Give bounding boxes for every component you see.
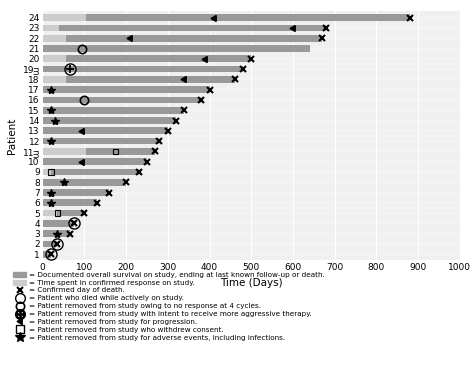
Bar <box>43 148 155 155</box>
Bar <box>43 107 184 114</box>
Bar <box>43 66 243 72</box>
Bar <box>43 128 168 134</box>
Bar <box>43 230 70 237</box>
Bar <box>43 35 322 42</box>
Bar <box>43 14 410 21</box>
Bar <box>43 220 74 227</box>
X-axis label: Time (Days): Time (Days) <box>220 278 283 288</box>
Bar <box>43 25 326 31</box>
Bar <box>43 189 109 196</box>
Bar <box>43 158 147 165</box>
Bar <box>43 210 84 216</box>
Bar <box>43 35 65 42</box>
Bar <box>43 56 251 62</box>
Bar <box>43 251 51 258</box>
Bar <box>43 97 201 103</box>
Bar <box>43 241 57 247</box>
Bar <box>43 76 235 83</box>
Bar <box>43 45 310 52</box>
Bar <box>43 86 210 93</box>
Bar <box>43 169 51 175</box>
Bar <box>43 76 65 83</box>
Y-axis label: Patient: Patient <box>7 118 17 154</box>
Bar <box>43 179 126 186</box>
Bar <box>43 117 176 124</box>
Legend: = Documented overall survival on study, ending at last known follow-up or death.: = Documented overall survival on study, … <box>13 272 325 340</box>
Bar <box>43 210 57 216</box>
Bar <box>43 14 86 21</box>
Bar <box>43 56 65 62</box>
Bar <box>43 169 138 175</box>
Bar <box>43 138 159 144</box>
Bar <box>43 25 59 31</box>
Bar <box>43 200 97 206</box>
Bar <box>43 148 86 155</box>
